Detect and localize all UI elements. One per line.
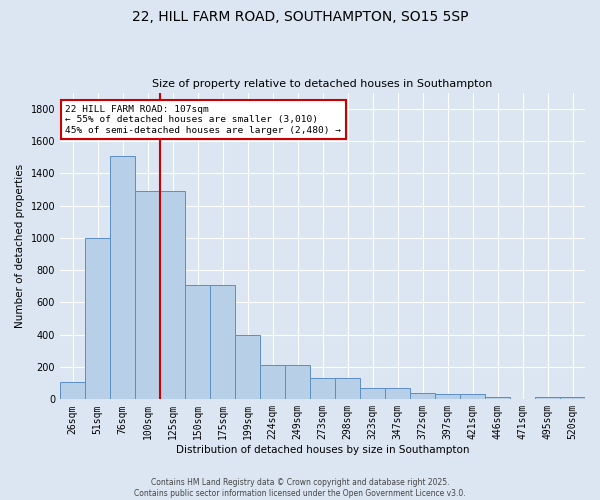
Text: 22, HILL FARM ROAD, SOUTHAMPTON, SO15 5SP: 22, HILL FARM ROAD, SOUTHAMPTON, SO15 5S… (132, 10, 468, 24)
Bar (160, 191, 185, 400)
Bar (85, 238, 110, 400)
Bar (260, 364, 285, 400)
Bar (360, 388, 385, 400)
Bar (535, 397, 560, 400)
Bar (560, 397, 585, 400)
X-axis label: Distribution of detached houses by size in Southampton: Distribution of detached houses by size … (176, 445, 469, 455)
Bar (510, 398, 535, 400)
Bar (410, 393, 435, 400)
Bar (285, 364, 310, 400)
Bar (210, 284, 235, 400)
Bar (235, 334, 260, 400)
Y-axis label: Number of detached properties: Number of detached properties (15, 164, 25, 328)
Bar (335, 378, 360, 400)
Text: Contains HM Land Registry data © Crown copyright and database right 2025.
Contai: Contains HM Land Registry data © Crown c… (134, 478, 466, 498)
Bar (385, 388, 410, 400)
Title: Size of property relative to detached houses in Southampton: Size of property relative to detached ho… (152, 79, 493, 89)
Bar (185, 284, 210, 400)
Text: 22 HILL FARM ROAD: 107sqm
← 55% of detached houses are smaller (3,010)
45% of se: 22 HILL FARM ROAD: 107sqm ← 55% of detac… (65, 105, 341, 134)
Bar (135, 191, 160, 400)
Bar (485, 397, 510, 400)
Bar (435, 394, 460, 400)
Bar (460, 394, 485, 400)
Bar (310, 378, 335, 400)
Bar (110, 156, 135, 400)
Bar (60, 382, 85, 400)
